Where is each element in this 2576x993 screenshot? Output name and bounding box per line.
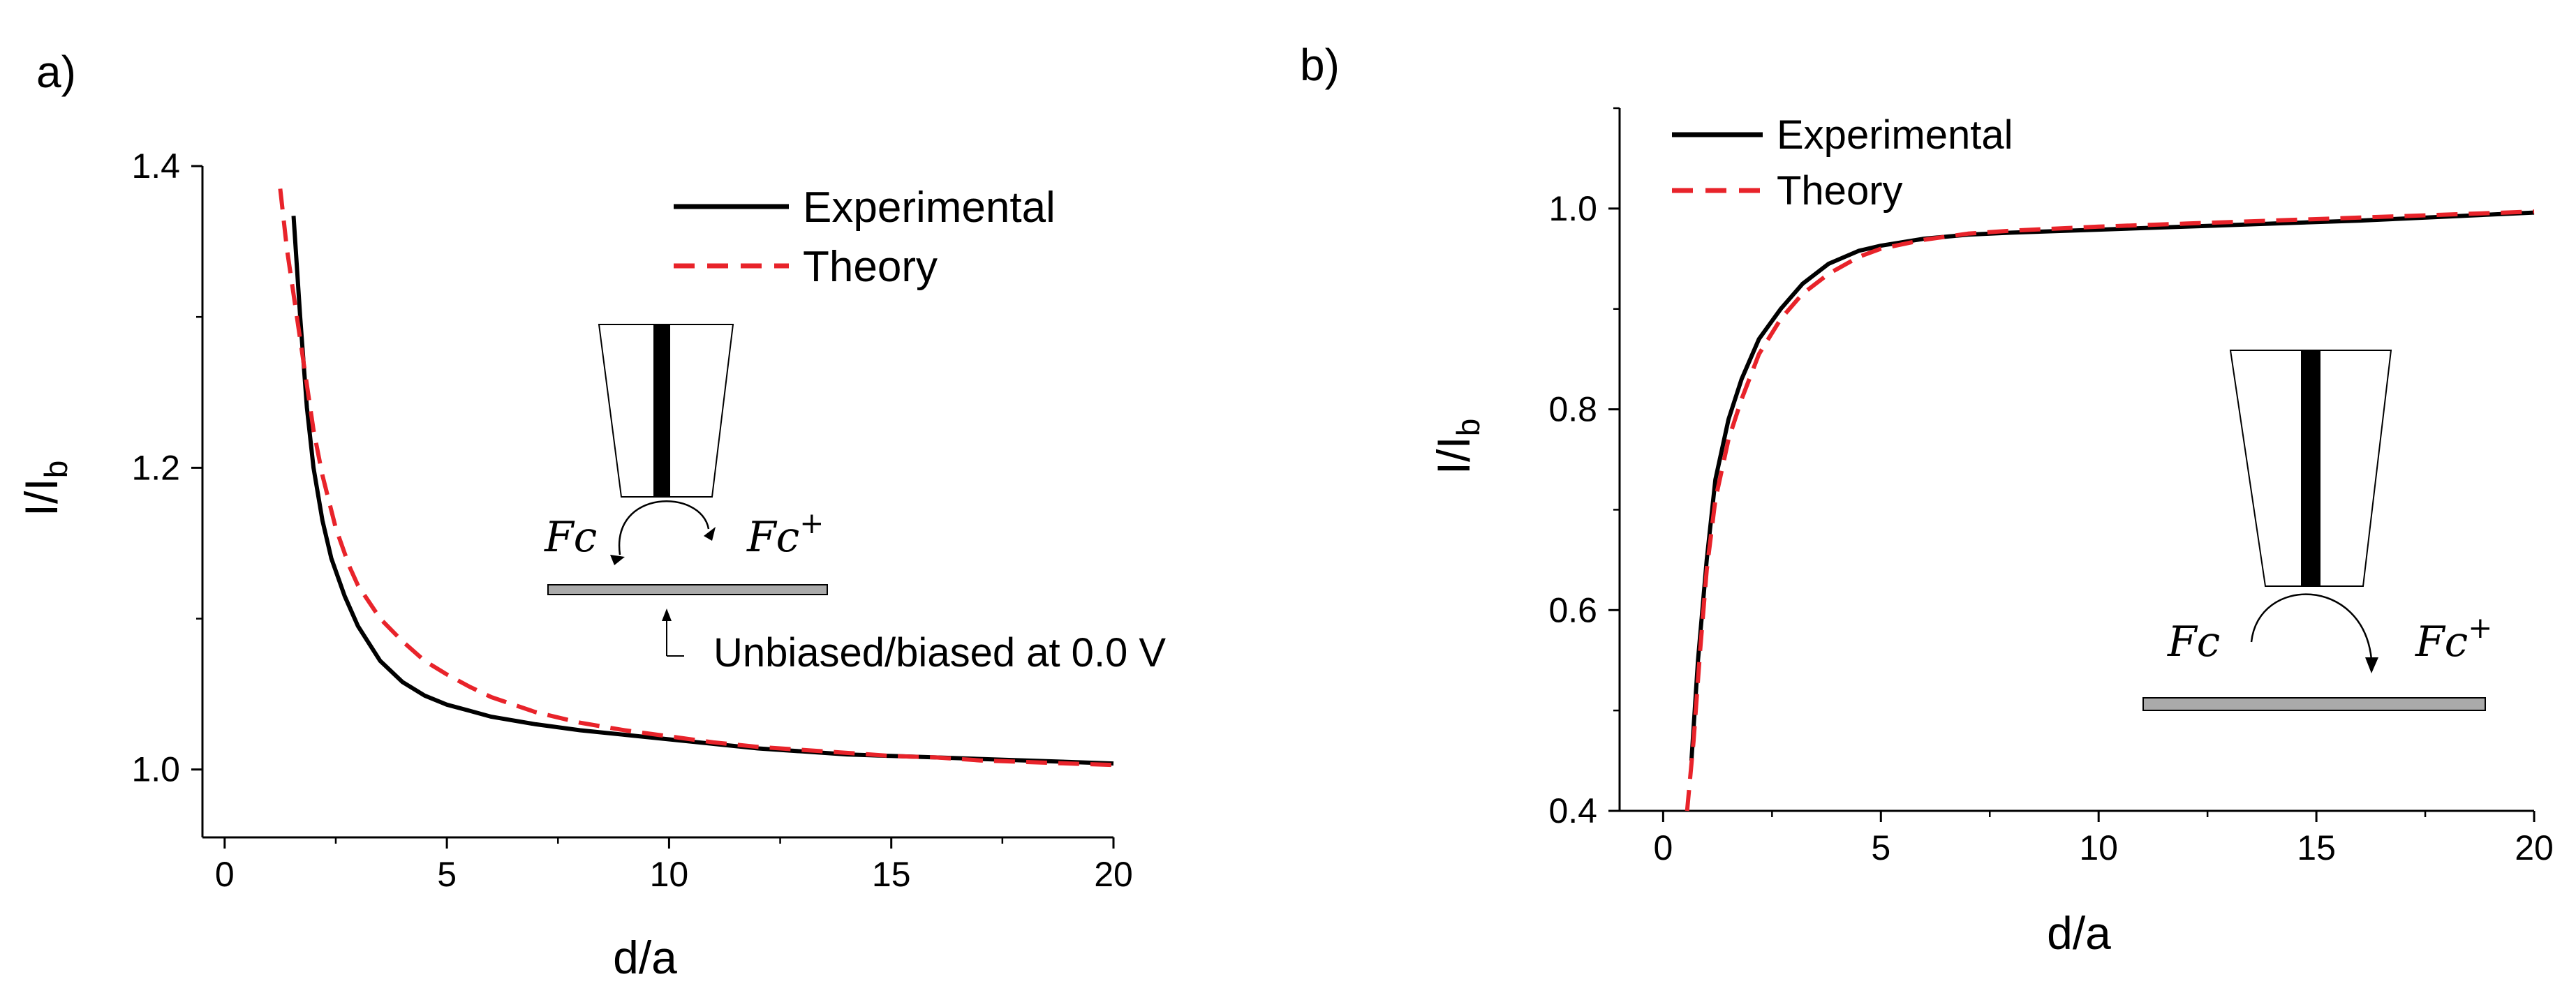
panel-b-electrode-wire bbox=[2301, 351, 2320, 586]
x-tick-label: 10 bbox=[650, 855, 689, 894]
x-tick-label: 15 bbox=[872, 855, 911, 894]
y-tick-label: 1.0 bbox=[131, 750, 180, 789]
panel-b-fc-label: Fc bbox=[2167, 618, 2220, 666]
y-tick-label: 0.8 bbox=[1548, 390, 1597, 429]
panel-a-inset-schematic: Fc Fc+ Unbiased/biased at 0.0 V bbox=[544, 324, 1166, 675]
x-tick-label: 5 bbox=[1871, 828, 1890, 867]
panel-b-y-ticks: 0.4 0.6 0.8 1.0 bbox=[1548, 107, 1620, 830]
panel-a-redox-cycle-arrow bbox=[618, 500, 710, 555]
x-tick-label: 20 bbox=[2515, 828, 2554, 867]
x-tick-label: 0 bbox=[1653, 828, 1673, 867]
panel-a-legend: Experimental Theory bbox=[674, 184, 1056, 291]
x-tick-label: 15 bbox=[2297, 828, 2336, 867]
series-experimental-line bbox=[1689, 210, 2535, 761]
panel-a-series bbox=[278, 188, 1114, 768]
panel-a-electrode-wire bbox=[653, 325, 670, 497]
panel-a-x-ticks: 0 5 10 15 20 bbox=[215, 837, 1133, 894]
panel-a-fc-label: Fc bbox=[544, 513, 597, 562]
y-tick-label: 1.0 bbox=[1548, 189, 1597, 228]
panel-b-reaction-arrow bbox=[2250, 593, 2373, 660]
panel-a-arrowhead-right bbox=[704, 527, 716, 541]
panel-b-arrowhead bbox=[2365, 657, 2378, 673]
x-tick-label: 0 bbox=[215, 855, 235, 894]
panel-b-substrate bbox=[2142, 697, 2486, 711]
panel-b-inset-schematic: Fc Fc+ bbox=[2142, 350, 2492, 711]
panel-b: b) 0.4 0.6 0.8 1.0 0 5 10 15 20 d/a I/Ib Experi… bbox=[1300, 40, 2554, 959]
panel-a-pointer-arrowhead bbox=[662, 609, 672, 621]
panel-a-y-ticks: 1.0 1.2 1.4 bbox=[131, 147, 202, 789]
panel-a-y-axis-label: I/Ib bbox=[15, 461, 74, 517]
series-theory-line bbox=[1685, 209, 2535, 812]
x-tick-label: 10 bbox=[2079, 828, 2118, 867]
panel-a-substrate-caption: Unbiased/biased at 0.0 V bbox=[713, 630, 1166, 675]
panel-a-fc-plus-label: Fc+ bbox=[746, 506, 824, 562]
panel-a-legend-experimental-label: Experimental bbox=[803, 184, 1056, 232]
y-tick-label: 0.4 bbox=[1548, 791, 1597, 830]
panel-b-x-ticks: 0 5 10 15 20 bbox=[1653, 811, 2554, 867]
panel-b-y-axis-label: I/Ib bbox=[1428, 419, 1486, 475]
panel-a-legend-theory-label: Theory bbox=[803, 243, 938, 291]
panel-b-series bbox=[1685, 209, 2535, 812]
panel-a-arrowhead-left bbox=[610, 555, 625, 565]
panel-a-substrate bbox=[547, 584, 828, 595]
x-tick-label: 5 bbox=[437, 855, 457, 894]
panel-b-legend-theory-label: Theory bbox=[1777, 168, 1903, 214]
panel-a-axes bbox=[201, 166, 1113, 839]
y-tick-label: 0.6 bbox=[1548, 590, 1597, 629]
y-tick-label: 1.4 bbox=[131, 147, 180, 186]
x-tick-label: 20 bbox=[1094, 855, 1133, 894]
y-tick-label: 1.2 bbox=[131, 448, 180, 487]
panel-b-x-axis-label: d/a bbox=[2047, 907, 2111, 959]
panel-b-label: b) bbox=[1300, 40, 1340, 90]
panel-b-legend-experimental-label: Experimental bbox=[1777, 112, 2013, 158]
panel-a-label: a) bbox=[36, 47, 76, 97]
panel-a-x-axis-label: d/a bbox=[613, 932, 677, 983]
panel-b-legend: Experimental Theory bbox=[1672, 112, 2013, 214]
panel-b-fc-plus-label: Fc+ bbox=[2415, 611, 2492, 666]
panel-a: a) 1.0 1.2 1.4 0 5 10 15 20 d/a I/Ib Experimen… bbox=[15, 47, 1166, 983]
series-theory-line bbox=[278, 188, 1114, 768]
